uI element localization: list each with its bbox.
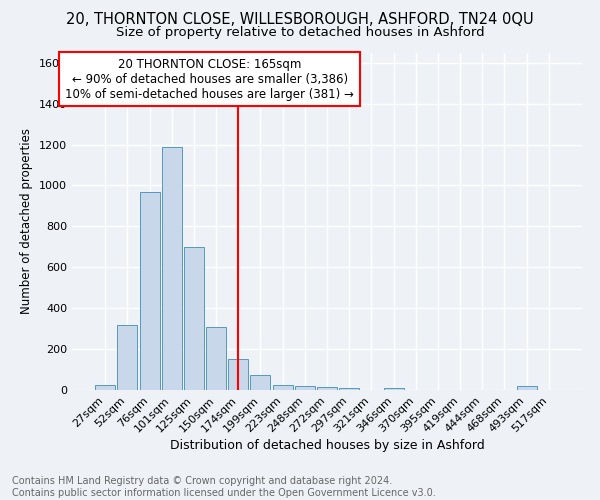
Bar <box>140 192 160 390</box>
Text: Contains HM Land Registry data © Crown copyright and database right 2024.
Contai: Contains HM Land Registry data © Crown c… <box>12 476 436 498</box>
Text: 20, THORNTON CLOSE, WILLESBOROUGH, ASHFORD, TN24 0QU: 20, THORNTON CLOSE, WILLESBOROUGH, ASHFO… <box>66 12 534 28</box>
Bar <box>383 388 404 390</box>
Bar <box>184 247 204 390</box>
X-axis label: Distribution of detached houses by size in Ashford: Distribution of detached houses by size … <box>170 440 484 452</box>
Bar <box>162 146 182 390</box>
Bar <box>317 387 337 390</box>
Text: 20 THORNTON CLOSE: 165sqm
← 90% of detached houses are smaller (3,386)
10% of se: 20 THORNTON CLOSE: 165sqm ← 90% of detac… <box>65 58 354 100</box>
Bar <box>517 386 536 390</box>
Text: Size of property relative to detached houses in Ashford: Size of property relative to detached ho… <box>116 26 484 39</box>
Bar <box>118 324 137 390</box>
Bar <box>228 360 248 390</box>
Bar <box>272 385 293 390</box>
Bar <box>250 374 271 390</box>
Bar <box>206 326 226 390</box>
Bar <box>95 385 115 390</box>
Bar <box>295 386 315 390</box>
Y-axis label: Number of detached properties: Number of detached properties <box>20 128 34 314</box>
Bar <box>339 388 359 390</box>
